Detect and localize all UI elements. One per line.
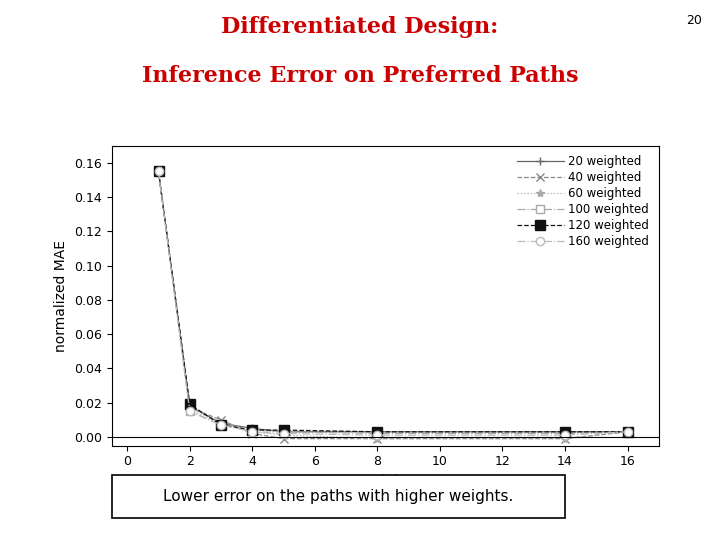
Text: Differentiated Design:: Differentiated Design: [221, 16, 499, 38]
Y-axis label: normalized MAE: normalized MAE [54, 240, 68, 352]
Text: 20: 20 [686, 14, 702, 26]
Text: Inference Error on Preferred Paths: Inference Error on Preferred Paths [142, 65, 578, 87]
FancyBboxPatch shape [112, 475, 565, 518]
X-axis label: weight: weight [361, 474, 409, 488]
Text: Lower error on the paths with higher weights.: Lower error on the paths with higher wei… [163, 489, 513, 504]
Legend: 20 weighted, 40 weighted, 60 weighted, 100 weighted, 120 weighted, 160 weighted: 20 weighted, 40 weighted, 60 weighted, 1… [513, 152, 653, 252]
